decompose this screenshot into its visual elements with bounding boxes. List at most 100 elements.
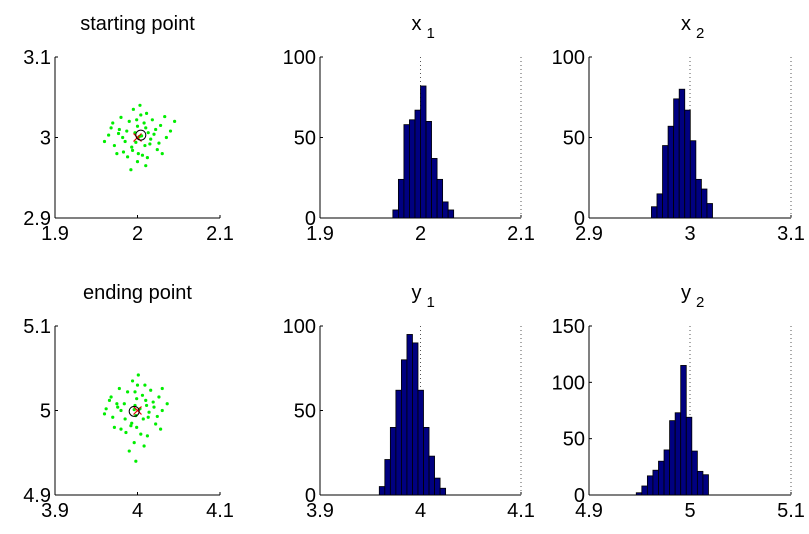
scatter-point: [135, 397, 139, 401]
histogram-bar: [442, 201, 449, 219]
scatter-point: [138, 103, 142, 107]
subplot-title: y: [412, 282, 422, 304]
scatter-point: [116, 131, 121, 136]
scatter-point: [112, 425, 116, 429]
histogram-bar: [706, 203, 713, 219]
scatter-point: [131, 107, 135, 111]
subplot-title-subscript: 2: [696, 294, 704, 311]
scatter-point: [152, 405, 156, 409]
scatter-point: [145, 434, 149, 438]
histogram-bar: [447, 209, 455, 219]
histogram-bar: [434, 477, 441, 496]
x-tick-label: 2.1: [206, 223, 234, 245]
x-tick-label: 4.9: [575, 500, 603, 522]
scatter-point: [136, 373, 140, 377]
scatter-point: [135, 160, 140, 164]
subplot-title: y: [681, 282, 691, 304]
scatter-point: [135, 118, 139, 122]
scatter-point: [157, 395, 161, 399]
histogram-bar: [646, 475, 654, 496]
scatter-point: [115, 152, 119, 156]
scatter-point: [160, 152, 164, 156]
x-tick-label: 4: [132, 500, 143, 522]
scatter-point: [147, 410, 151, 414]
histogram-bar: [663, 449, 670, 496]
histogram-bar: [635, 492, 643, 496]
subplot-title: starting point: [80, 13, 195, 35]
scatter-point: [102, 139, 107, 144]
scatter-point: [134, 140, 138, 144]
scatter-point: [116, 405, 120, 409]
y-tick-label: 3: [40, 128, 51, 150]
histogram-bar: [401, 359, 408, 496]
x-tick-label: 2: [132, 223, 143, 245]
histogram-bar: [403, 124, 410, 219]
scatter-point: [139, 113, 143, 117]
y-tick-label: 50: [563, 429, 585, 451]
y-tick-label: 100: [552, 372, 585, 394]
x-tick-label: 4.1: [507, 500, 535, 522]
subplot-title-subscript: 2: [696, 25, 704, 42]
histogram-bar: [678, 88, 686, 219]
histogram-bar: [651, 206, 658, 219]
y-tick-label: 100: [283, 47, 316, 69]
histogram-bar: [702, 474, 709, 496]
scatter-point: [127, 449, 131, 453]
scatter-point: [155, 147, 159, 152]
scatter-point: [160, 408, 164, 413]
y-tick-label: 100: [552, 47, 585, 69]
histogram-bar: [395, 389, 402, 496]
histogram-bar: [684, 109, 691, 219]
histogram-bar: [691, 450, 698, 496]
mean-circle-marker: [128, 405, 140, 417]
x-tick-label: 3.1: [777, 223, 805, 245]
histogram-bar: [406, 334, 413, 496]
scatter-point: [107, 398, 112, 402]
histogram-bar: [428, 455, 435, 496]
scatter-point: [130, 421, 134, 425]
scatter-point: [143, 383, 147, 387]
scatter-point: [140, 153, 145, 157]
scatter-point: [112, 143, 116, 148]
x-tick-label: 3: [684, 223, 695, 245]
scatter-point: [152, 132, 156, 136]
histogram-bar: [695, 178, 702, 219]
scatter-point: [144, 126, 148, 130]
y-tick-label: 3.1: [23, 47, 51, 69]
scatter-point: [117, 386, 121, 391]
scatter-point: [142, 444, 146, 448]
subplot-title: ending point: [83, 282, 192, 304]
subplot-title: x: [681, 13, 691, 35]
subplot-6: y 2 4.9 5 5.1 0 50 100 150: [552, 282, 805, 522]
scatter-point: [130, 148, 135, 152]
y-tick-label: 100: [283, 316, 316, 338]
y-tick-label: 0: [574, 208, 585, 230]
x-tick-label: 4: [415, 500, 426, 522]
scatter-point: [129, 168, 133, 172]
scatter-point: [124, 430, 128, 435]
center-x-marker: [133, 133, 142, 142]
histogram-bar: [685, 416, 693, 496]
subplot-5: y 1 3.9 4 4.1 0 50 100: [283, 282, 535, 522]
histogram-bar: [378, 486, 386, 496]
scatter-point: [141, 417, 145, 421]
scatter-point: [119, 408, 123, 413]
scatter-point: [151, 400, 155, 404]
y-tick-label: 150: [552, 316, 585, 338]
histogram-bar: [696, 470, 704, 496]
x-tick-label: 5.1: [777, 500, 805, 522]
histogram-bar: [420, 85, 427, 219]
scatter-point: [140, 393, 145, 397]
scatter-point: [140, 134, 144, 138]
scatter-point: [132, 408, 136, 412]
histogram-bar: [414, 109, 421, 219]
scatter-point: [146, 415, 150, 419]
y-tick-label: 0: [305, 485, 316, 507]
scatter-point: [130, 145, 134, 149]
scatter-point: [149, 388, 153, 392]
subplot-4: ending point 3.9 4 4.1 4.9 5 5.1: [23, 282, 234, 522]
y-tick-label: 5: [40, 401, 51, 423]
scatter-point: [111, 415, 115, 419]
scatter-point: [154, 422, 158, 426]
